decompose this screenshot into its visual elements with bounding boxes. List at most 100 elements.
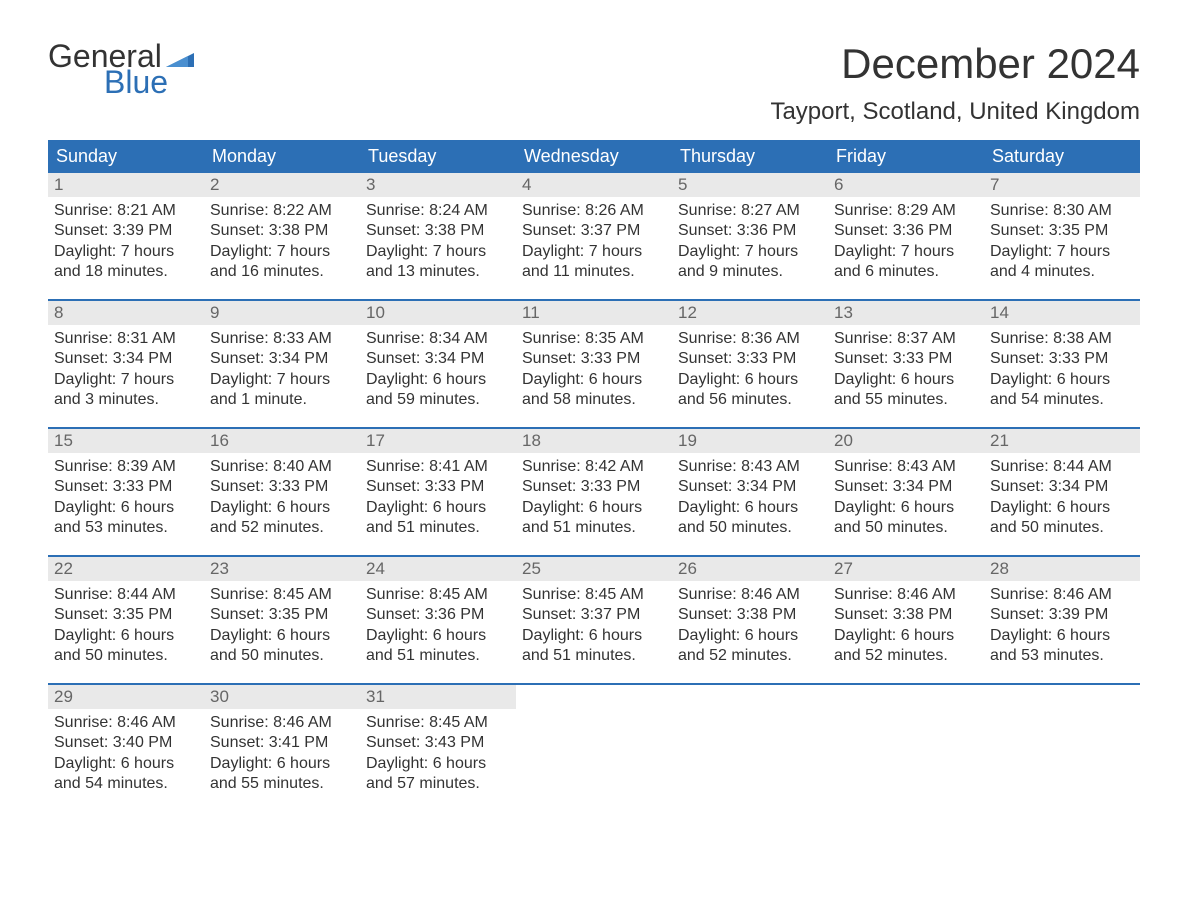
sunrise-line: Sunrise: 8:45 AM (366, 585, 510, 605)
sunset-line: Sunset: 3:33 PM (522, 477, 666, 497)
weekday-header: Thursday (672, 140, 828, 173)
sunset-line: Sunset: 3:40 PM (54, 733, 198, 753)
day-cell: 24Sunrise: 8:45 AMSunset: 3:36 PMDayligh… (360, 556, 516, 684)
daylight-line-a: Daylight: 6 hours (366, 626, 510, 646)
day-cell: 13Sunrise: 8:37 AMSunset: 3:33 PMDayligh… (828, 300, 984, 428)
day-content: Sunrise: 8:45 AMSunset: 3:43 PMDaylight:… (360, 709, 516, 803)
day-number: 2 (204, 173, 360, 197)
day-number: 28 (984, 557, 1140, 581)
week-row: 15Sunrise: 8:39 AMSunset: 3:33 PMDayligh… (48, 428, 1140, 556)
daylight-line-b: and 53 minutes. (54, 518, 198, 538)
sunrise-line: Sunrise: 8:35 AM (522, 329, 666, 349)
daylight-line-b: and 50 minutes. (834, 518, 978, 538)
sunrise-line: Sunrise: 8:31 AM (54, 329, 198, 349)
week-row: 29Sunrise: 8:46 AMSunset: 3:40 PMDayligh… (48, 684, 1140, 811)
weekday-header: Monday (204, 140, 360, 173)
day-number: 22 (48, 557, 204, 581)
day-cell: 3Sunrise: 8:24 AMSunset: 3:38 PMDaylight… (360, 173, 516, 300)
sunrise-line: Sunrise: 8:26 AM (522, 201, 666, 221)
daylight-line-b: and 50 minutes. (54, 646, 198, 666)
sunset-line: Sunset: 3:34 PM (210, 349, 354, 369)
daylight-line-b: and 9 minutes. (678, 262, 822, 282)
day-number: 25 (516, 557, 672, 581)
day-cell: 29Sunrise: 8:46 AMSunset: 3:40 PMDayligh… (48, 684, 204, 811)
day-number: 26 (672, 557, 828, 581)
day-number: 4 (516, 173, 672, 197)
day-content: Sunrise: 8:33 AMSunset: 3:34 PMDaylight:… (204, 325, 360, 419)
day-number: 13 (828, 301, 984, 325)
daylight-line-b: and 56 minutes. (678, 390, 822, 410)
daylight-line-a: Daylight: 7 hours (54, 242, 198, 262)
daylight-line-b: and 1 minute. (210, 390, 354, 410)
daylight-line-b: and 6 minutes. (834, 262, 978, 282)
calendar-head: Sunday Monday Tuesday Wednesday Thursday… (48, 140, 1140, 173)
day-number: 8 (48, 301, 204, 325)
daylight-line-b: and 50 minutes. (990, 518, 1134, 538)
sunset-line: Sunset: 3:33 PM (834, 349, 978, 369)
day-number: 5 (672, 173, 828, 197)
daylight-line-b: and 54 minutes. (54, 774, 198, 794)
day-content: Sunrise: 8:29 AMSunset: 3:36 PMDaylight:… (828, 197, 984, 291)
sunset-line: Sunset: 3:33 PM (678, 349, 822, 369)
day-content: Sunrise: 8:22 AMSunset: 3:38 PMDaylight:… (204, 197, 360, 291)
daylight-line-b: and 52 minutes. (834, 646, 978, 666)
day-cell (828, 684, 984, 811)
sunrise-line: Sunrise: 8:40 AM (210, 457, 354, 477)
weekday-header: Sunday (48, 140, 204, 173)
day-content: Sunrise: 8:45 AMSunset: 3:36 PMDaylight:… (360, 581, 516, 675)
daylight-line-a: Daylight: 6 hours (834, 498, 978, 518)
sunrise-line: Sunrise: 8:46 AM (990, 585, 1134, 605)
day-number: 24 (360, 557, 516, 581)
sunrise-line: Sunrise: 8:43 AM (834, 457, 978, 477)
sunrise-line: Sunrise: 8:24 AM (366, 201, 510, 221)
day-content: Sunrise: 8:35 AMSunset: 3:33 PMDaylight:… (516, 325, 672, 419)
day-cell: 16Sunrise: 8:40 AMSunset: 3:33 PMDayligh… (204, 428, 360, 556)
day-cell: 25Sunrise: 8:45 AMSunset: 3:37 PMDayligh… (516, 556, 672, 684)
daylight-line-a: Daylight: 7 hours (834, 242, 978, 262)
day-content: Sunrise: 8:45 AMSunset: 3:35 PMDaylight:… (204, 581, 360, 675)
daylight-line-b: and 55 minutes. (210, 774, 354, 794)
day-cell (672, 684, 828, 811)
day-cell (984, 684, 1140, 811)
day-number: 19 (672, 429, 828, 453)
day-number: 10 (360, 301, 516, 325)
daylight-line-a: Daylight: 6 hours (54, 626, 198, 646)
day-cell: 5Sunrise: 8:27 AMSunset: 3:36 PMDaylight… (672, 173, 828, 300)
daylight-line-b: and 4 minutes. (990, 262, 1134, 282)
day-cell: 2Sunrise: 8:22 AMSunset: 3:38 PMDaylight… (204, 173, 360, 300)
sunset-line: Sunset: 3:37 PM (522, 221, 666, 241)
sunset-line: Sunset: 3:33 PM (210, 477, 354, 497)
sunset-line: Sunset: 3:38 PM (366, 221, 510, 241)
day-cell: 12Sunrise: 8:36 AMSunset: 3:33 PMDayligh… (672, 300, 828, 428)
day-content: Sunrise: 8:36 AMSunset: 3:33 PMDaylight:… (672, 325, 828, 419)
day-content: Sunrise: 8:46 AMSunset: 3:38 PMDaylight:… (828, 581, 984, 675)
daylight-line-b: and 3 minutes. (54, 390, 198, 410)
day-cell: 21Sunrise: 8:44 AMSunset: 3:34 PMDayligh… (984, 428, 1140, 556)
day-number: 17 (360, 429, 516, 453)
daylight-line-b: and 52 minutes. (678, 646, 822, 666)
day-cell: 20Sunrise: 8:43 AMSunset: 3:34 PMDayligh… (828, 428, 984, 556)
week-row: 1Sunrise: 8:21 AMSunset: 3:39 PMDaylight… (48, 173, 1140, 300)
daylight-line-a: Daylight: 6 hours (834, 626, 978, 646)
sunset-line: Sunset: 3:34 PM (990, 477, 1134, 497)
sunrise-line: Sunrise: 8:43 AM (678, 457, 822, 477)
header: General Blue December 2024 Tayport, Scot… (48, 40, 1140, 126)
sunrise-line: Sunrise: 8:27 AM (678, 201, 822, 221)
daylight-line-b: and 57 minutes. (366, 774, 510, 794)
daylight-line-b: and 50 minutes. (678, 518, 822, 538)
day-content: Sunrise: 8:26 AMSunset: 3:37 PMDaylight:… (516, 197, 672, 291)
month-title: December 2024 (770, 40, 1140, 88)
daylight-line-a: Daylight: 6 hours (366, 370, 510, 390)
daylight-line-b: and 51 minutes. (366, 646, 510, 666)
sunrise-line: Sunrise: 8:33 AM (210, 329, 354, 349)
sunset-line: Sunset: 3:33 PM (990, 349, 1134, 369)
day-content: Sunrise: 8:37 AMSunset: 3:33 PMDaylight:… (828, 325, 984, 419)
daylight-line-b: and 51 minutes. (366, 518, 510, 538)
day-cell: 28Sunrise: 8:46 AMSunset: 3:39 PMDayligh… (984, 556, 1140, 684)
day-content: Sunrise: 8:40 AMSunset: 3:33 PMDaylight:… (204, 453, 360, 547)
day-content: Sunrise: 8:30 AMSunset: 3:35 PMDaylight:… (984, 197, 1140, 291)
day-cell: 22Sunrise: 8:44 AMSunset: 3:35 PMDayligh… (48, 556, 204, 684)
daylight-line-b: and 59 minutes. (366, 390, 510, 410)
calendar-body: 1Sunrise: 8:21 AMSunset: 3:39 PMDaylight… (48, 173, 1140, 811)
daylight-line-b: and 58 minutes. (522, 390, 666, 410)
